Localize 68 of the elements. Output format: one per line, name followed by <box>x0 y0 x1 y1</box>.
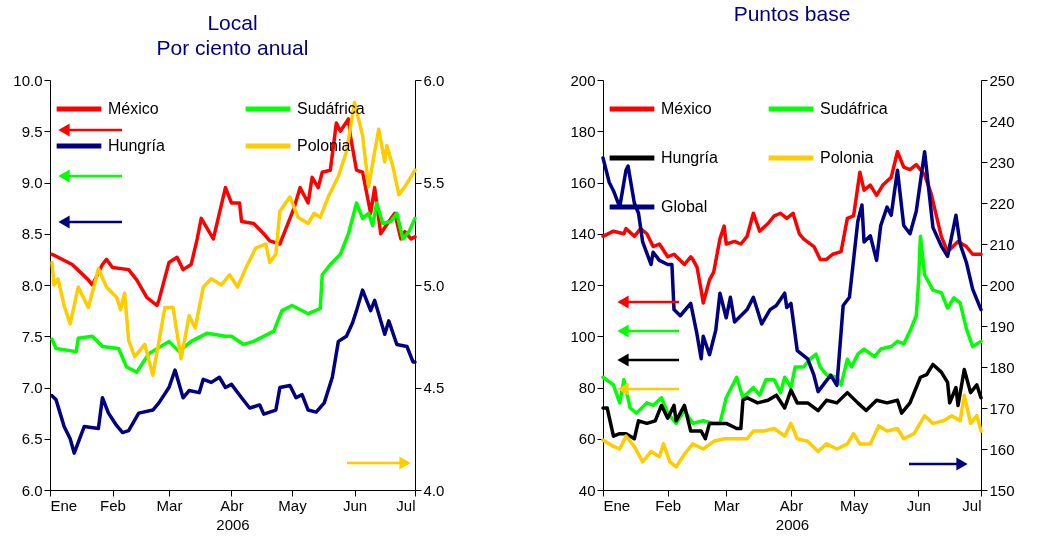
y-tick-label: 80 <box>578 379 596 396</box>
x-tick-label: Mar <box>713 496 740 514</box>
x-tick-label: Jul <box>962 496 982 514</box>
chart-title: Puntos base <box>733 2 851 25</box>
y2-tick-label: 200 <box>989 276 1015 294</box>
y-tick-label: 7.5 <box>21 327 43 345</box>
chart-title: Local <box>207 11 258 34</box>
y-tick-label: 7.0 <box>21 379 43 396</box>
x-tick-label: Feb <box>655 496 682 514</box>
legend-label: Polonia <box>820 149 874 166</box>
y-tick-label: 6.0 <box>21 481 43 499</box>
y-tick-label: 120 <box>570 276 596 294</box>
x-tick-label: May <box>839 496 869 514</box>
x-tick-label: May <box>278 496 308 514</box>
y2-tick-label: 4.5 <box>423 379 445 396</box>
y2-tick-label: 160 <box>989 440 1015 458</box>
y-tick-label: 10.0 <box>13 71 43 89</box>
legend-label: Global <box>661 198 708 215</box>
y2-tick-label: 170 <box>989 399 1015 417</box>
x-axis-title: 2006 <box>216 515 250 533</box>
y2-tick-label: 240 <box>989 112 1015 130</box>
legend-label: Sudáfrica <box>820 100 888 117</box>
line-series <box>601 150 983 394</box>
line-series <box>601 234 983 426</box>
y-tick-label: 8.5 <box>21 225 43 243</box>
y2-tick-label: 230 <box>989 153 1015 171</box>
x-tick-label: Abr <box>779 496 804 514</box>
y2-tick-label: 5.5 <box>423 174 445 191</box>
line-series <box>601 393 983 469</box>
y2-tick-label: 190 <box>989 317 1015 335</box>
x-tick-label: Feb <box>100 496 126 514</box>
y2-tick-label: 210 <box>989 235 1015 253</box>
line-series <box>50 201 417 374</box>
y-tick-label: 140 <box>570 225 596 243</box>
x-axis-title: 2006 <box>775 515 810 533</box>
x-tick-label: Jul <box>396 496 416 514</box>
y2-tick-label: 6.0 <box>423 71 445 89</box>
line-series <box>50 100 417 377</box>
y-tick-label: 200 <box>570 71 596 89</box>
y-tick-label: 6.5 <box>21 430 43 448</box>
legend-label: México <box>108 100 159 117</box>
y-tick-label: 180 <box>570 122 596 140</box>
x-tick-label: Jun <box>906 496 931 514</box>
y-tick-label: 9.5 <box>21 122 43 140</box>
line-series <box>50 288 417 455</box>
y2-tick-label: 180 <box>989 358 1015 376</box>
y2-tick-label: 220 <box>989 194 1015 212</box>
x-tick-label: Ene <box>603 496 631 514</box>
line-series <box>601 150 983 305</box>
x-tick-label: Abr <box>220 496 244 514</box>
y-tick-label: 100 <box>570 327 596 345</box>
x-tick-label: Ene <box>50 496 78 514</box>
line-series <box>50 117 417 308</box>
y-tick-label: 9.0 <box>21 174 43 191</box>
y2-tick-label: 250 <box>989 71 1015 89</box>
y2-tick-label: 150 <box>989 481 1015 499</box>
chart-subtitle: Por ciento anual <box>156 36 309 59</box>
y-tick-label: 60 <box>578 430 596 448</box>
y-tick-label: 160 <box>570 174 596 191</box>
x-tick-label: Jun <box>342 496 368 514</box>
legend-label: Hungría <box>661 149 719 166</box>
y-tick-label: 40 <box>578 481 596 499</box>
legend-label: Hungría <box>108 137 166 154</box>
y-tick-label: 8.0 <box>21 276 43 294</box>
y2-tick-label: 5.0 <box>423 276 445 294</box>
legend-label: México <box>661 100 712 117</box>
x-tick-label: Mar <box>156 496 183 514</box>
y2-tick-label: 4.0 <box>423 481 445 499</box>
